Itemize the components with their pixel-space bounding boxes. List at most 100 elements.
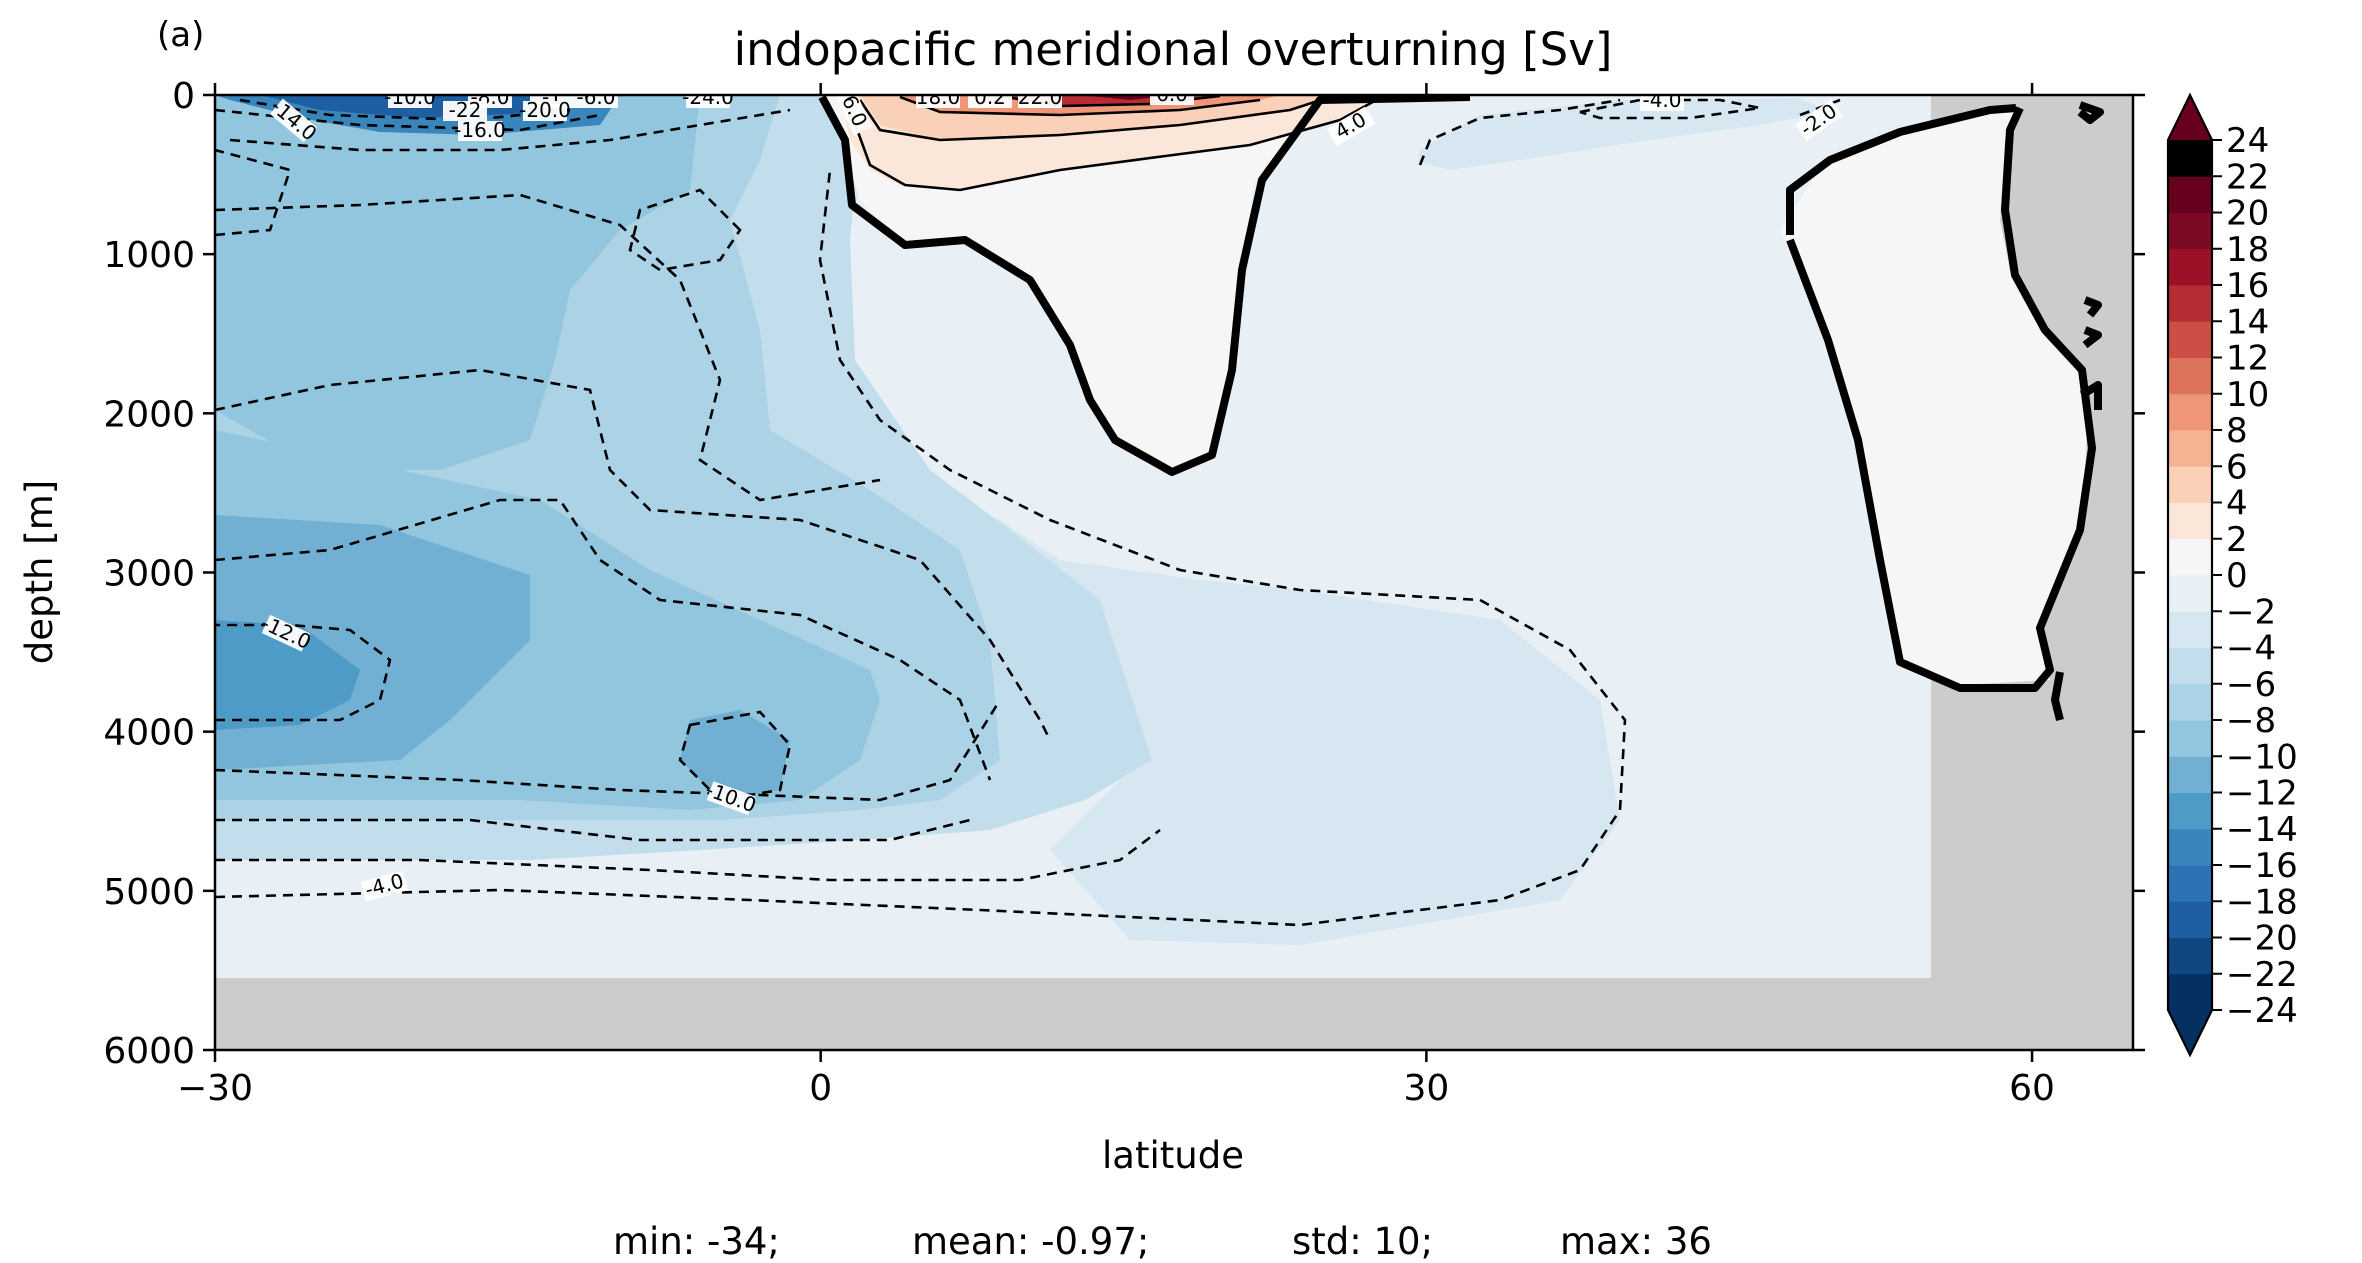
- contour-label-bg: [1640, 95, 1684, 111]
- colorbar-tick-label: 0: [2226, 556, 2248, 596]
- colorbar-tick-label: 24: [2226, 121, 2269, 161]
- plot-area: -10.0 -8.0 -1 -6.0 -24.0-22 -20.0-16.0-14.0 6.…: [215, 82, 2133, 1050]
- contour-label-15: -4.0: [1640, 95, 1684, 112]
- colorbar-swatch: [2168, 393, 2212, 431]
- band-north-pos2: [1780, 110, 2090, 685]
- colorbar-tick-label: 8: [2226, 411, 2248, 451]
- contour-neg-16: [229, 108, 791, 152]
- contour-label-bg: [1150, 95, 1194, 105]
- colorbar-swatch: [2168, 430, 2212, 467]
- contour-neg-10: [1418, 98, 1621, 166]
- stat-max: max: 36: [1560, 1220, 1712, 1263]
- contour-label-bg: [968, 95, 1012, 108]
- contour-label-bg: [835, 95, 873, 136]
- x-tick-label: 60: [2009, 1068, 2055, 1109]
- contour-label-7: -16.0: [454, 118, 506, 142]
- contour-lines: [215, 95, 2104, 927]
- contour-label-bg: [261, 614, 311, 652]
- colorbar-tick-label: −24: [2226, 991, 2298, 1031]
- band-pos2: [820, 95, 1460, 470]
- colorbar-swatch: [2168, 792, 2212, 830]
- colorbar-tick-label: −12: [2226, 774, 2298, 814]
- contour-label-10: 18.0: [916, 85, 961, 109]
- contour-label-text: -24.0: [682, 85, 734, 109]
- x-tick-label: 0: [809, 1068, 832, 1109]
- y-tick-label: 5000: [103, 872, 195, 913]
- contour-label-text: -16.0: [454, 118, 506, 142]
- colorbar-tick-label: −16: [2226, 846, 2298, 886]
- contour-label-bg: [1326, 106, 1376, 146]
- land-mask: [215, 95, 2133, 1050]
- stats-line: min: -34; mean: -0.97; std: 10; max: 36: [613, 1220, 1712, 1263]
- colorbar-swatch: [2168, 720, 2212, 757]
- band-north-neg2: [1418, 98, 1830, 170]
- contour-zero-6: [2079, 381, 2102, 410]
- contour-zero-5: [2082, 326, 2102, 349]
- contour-neg-5: [678, 710, 792, 802]
- colorbar-tick-label: −10: [2226, 737, 2298, 777]
- contour-label-bg: [1795, 99, 1843, 142]
- contour-label-text: 0.2: [974, 85, 1006, 109]
- contour-neg-9: [215, 169, 1627, 927]
- colorbar-swatch: [2168, 647, 2212, 685]
- colorbar-swatch: [2168, 611, 2212, 648]
- contour-label-6: -20.0: [519, 98, 571, 122]
- contour-label-bg: [574, 95, 618, 108]
- colorbar-swatch: [2168, 828, 2212, 866]
- contour-label-11: 0.2: [968, 85, 1012, 109]
- contour-pos-0: [858, 95, 1331, 142]
- stat-std: std: 10;: [1292, 1220, 1433, 1263]
- colorbar-tick-label: 22: [2226, 157, 2269, 197]
- y-tick-label: 4000: [103, 713, 195, 754]
- colorbar-tick-label: 18: [2226, 230, 2269, 270]
- colorbar-swatch: [2168, 756, 2212, 793]
- contour-label-text: 6.0: [1156, 82, 1188, 106]
- colorbar-swatch: [2168, 248, 2212, 286]
- stat-mean: mean: -0.97;: [912, 1220, 1149, 1263]
- y-tick-label: 0: [172, 76, 195, 117]
- colorbar-swatch: [2168, 937, 2212, 975]
- contour-label-text: 22.0: [1018, 85, 1063, 109]
- colorbar-tick-label: 10: [2226, 375, 2269, 415]
- contour-zero-3: [2077, 101, 2104, 124]
- colorbar-swatch: [2168, 176, 2212, 213]
- colorbar-swatch: [2168, 683, 2212, 721]
- chart-title: indopacific meridional overturning [Sv]: [734, 23, 1613, 76]
- colorbar-swatch: [2168, 538, 2212, 576]
- contour-label-bg: [706, 781, 755, 816]
- contour-zero-1: [1786, 104, 2017, 235]
- colorbar-swatch: [2168, 466, 2212, 503]
- band-neg10: [215, 515, 790, 800]
- contour-neg-4: [215, 623, 392, 722]
- contour-neg-8: [215, 828, 1161, 882]
- x-axis-label: latitude: [1102, 1134, 1244, 1177]
- colorbar-extend-bottom: [2168, 1010, 2212, 1055]
- contour-neg-7: [215, 818, 971, 842]
- contour-label-13: 6.0: [1150, 82, 1194, 106]
- x-tick-label: 30: [1403, 1068, 1449, 1109]
- contour-label-bg: [458, 121, 502, 141]
- contour-label-bg: [1018, 95, 1062, 108]
- contour-label-bg: [360, 870, 409, 902]
- contour-neg-11: [1579, 98, 1761, 120]
- colorbar-swatch: [2168, 973, 2212, 1011]
- colorbar-tick-label: −22: [2226, 955, 2298, 995]
- colorbar-swatch: [2168, 212, 2212, 250]
- stat-min: min: -34;: [613, 1220, 780, 1263]
- contour-label-text: -22: [449, 98, 482, 122]
- y-tick-label: 2000: [103, 394, 195, 435]
- colorbar-tick-label: −4: [2226, 629, 2276, 669]
- contour-label-bg: [686, 95, 730, 108]
- contour-label-text: 18.0: [916, 85, 961, 109]
- contour-label-12: 22.0: [1018, 85, 1063, 109]
- colorbar-tick-label: −18: [2226, 882, 2298, 922]
- contour-label-bg: [270, 98, 317, 143]
- colorbar-tick-label: 20: [2226, 194, 2269, 234]
- contour-label-5: -22: [443, 98, 487, 122]
- colorbar-tick-label: 14: [2226, 302, 2269, 342]
- contour-label-bg: [443, 101, 487, 121]
- contour-zero-2: [1786, 106, 2096, 692]
- contour-neg-15: [239, 98, 571, 122]
- x-axis: −30 0 30 60: [177, 83, 2055, 1109]
